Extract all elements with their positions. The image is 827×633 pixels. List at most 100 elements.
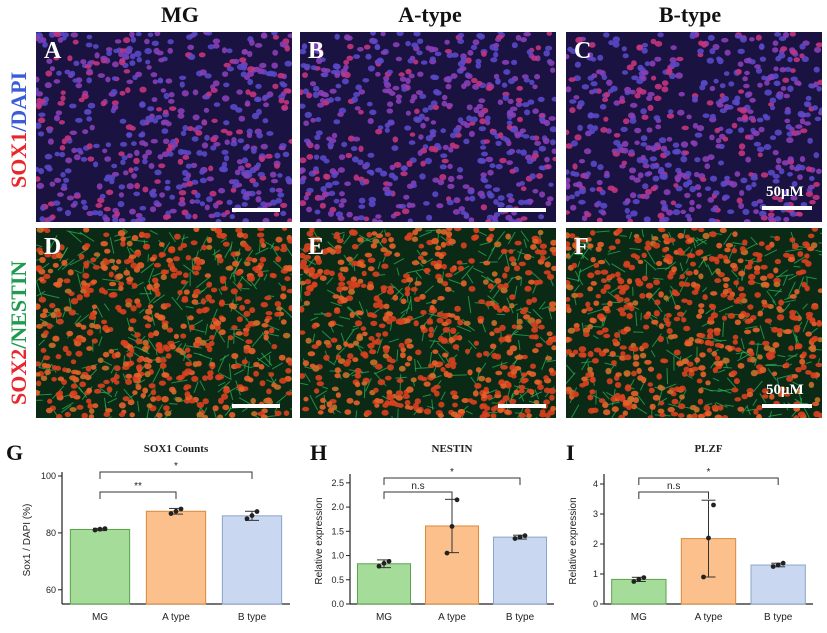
y-tick-label: 2.5 bbox=[331, 478, 344, 488]
data-point bbox=[711, 502, 716, 508]
data-point bbox=[522, 533, 528, 539]
y-tick-label: 0.5 bbox=[331, 575, 344, 585]
x-tick-label: A type bbox=[695, 612, 723, 623]
chart-title: NESTIN bbox=[432, 443, 473, 455]
data-point bbox=[701, 574, 706, 580]
bar bbox=[221, 515, 283, 605]
bar bbox=[750, 564, 806, 605]
micrograph-image-c bbox=[566, 32, 822, 222]
x-tick-label: MG bbox=[631, 612, 647, 623]
y-tick-label: 80 bbox=[46, 528, 56, 538]
data-point bbox=[775, 562, 781, 568]
data-point bbox=[770, 564, 776, 569]
significance-bracket bbox=[638, 491, 709, 499]
micrograph-panel-e: E bbox=[300, 228, 556, 418]
micrograph-image-d bbox=[36, 228, 292, 418]
data-point bbox=[517, 534, 523, 540]
panel-label-b: B bbox=[308, 38, 325, 64]
data-point bbox=[631, 579, 637, 584]
row-label-sep: / bbox=[6, 342, 31, 349]
panel-label-f: F bbox=[574, 234, 589, 260]
panel-label-d: D bbox=[44, 234, 62, 260]
data-point bbox=[381, 560, 387, 566]
chart-nestin: NESTIN Relative expression 0.0 0.5 1.0 1.5 2.0… bbox=[314, 443, 554, 623]
row-label-sep: / bbox=[6, 125, 31, 132]
data-point bbox=[454, 497, 460, 503]
data-point bbox=[168, 511, 174, 516]
data-point bbox=[244, 516, 250, 522]
micrograph-image-a bbox=[36, 32, 292, 222]
y-axis-label: Relative expression bbox=[568, 497, 579, 584]
bar bbox=[492, 536, 548, 605]
y-tick-label: 60 bbox=[46, 585, 56, 595]
significance-label: * bbox=[707, 467, 711, 478]
x-tick-label: B type bbox=[506, 612, 535, 623]
micrograph-image-b bbox=[300, 32, 556, 222]
data-point bbox=[254, 509, 260, 514]
significance-bracket bbox=[383, 477, 521, 485]
column-title-mg: MG bbox=[161, 2, 199, 27]
graph-label-h: H bbox=[310, 440, 328, 465]
y-tick-label: 1.5 bbox=[331, 526, 344, 536]
y-tick-label: 3 bbox=[593, 509, 598, 519]
x-tick-label: A type bbox=[162, 612, 190, 623]
chart-title: PLZF bbox=[694, 443, 722, 455]
scale-bar-b bbox=[498, 208, 546, 212]
y-tick-label: 0.0 bbox=[331, 599, 344, 609]
data-point bbox=[641, 575, 647, 580]
significance-bracket bbox=[383, 491, 453, 499]
data-point bbox=[512, 536, 518, 541]
data-point bbox=[97, 526, 103, 532]
data-point bbox=[173, 508, 179, 514]
y-tick-label: 4 bbox=[593, 479, 598, 489]
chart-sox1-counts: SOX1 Counts Sox1 / DAPI (%) 60 80 100 MG A typ… bbox=[22, 443, 290, 623]
x-tick-label: A type bbox=[438, 612, 466, 623]
significance-label: n.s bbox=[411, 481, 424, 492]
y-tick-label: 100 bbox=[41, 471, 56, 481]
data-point bbox=[444, 550, 450, 556]
scale-bar-c bbox=[762, 206, 812, 210]
bar bbox=[611, 578, 667, 605]
data-point bbox=[706, 535, 711, 541]
row-label-nestin: NESTIN bbox=[6, 260, 31, 343]
scale-bar-a bbox=[232, 208, 280, 212]
micrograph-panel-d: D bbox=[36, 228, 292, 418]
y-axis-label: Sox1 / DAPI (%) bbox=[22, 504, 33, 577]
row-label-dapi: DAPI bbox=[6, 71, 31, 126]
y-tick-label: 2.0 bbox=[331, 502, 344, 512]
row-label-sox2: SOX2 bbox=[6, 348, 31, 405]
y-axis-label: Relative expression bbox=[314, 497, 325, 584]
graph-label-i: I bbox=[566, 440, 575, 465]
row-label-sox1: SOX1 bbox=[6, 131, 31, 188]
data-point bbox=[249, 513, 255, 518]
micrograph-panel-b: B bbox=[300, 32, 556, 222]
significance-label: * bbox=[450, 467, 454, 478]
data-point bbox=[376, 563, 382, 569]
micrograph-panel-c: C 50μM bbox=[566, 32, 822, 222]
scale-bar-label-f: 50μM bbox=[766, 382, 804, 398]
chart-title: SOX1 Counts bbox=[144, 443, 209, 455]
data-point bbox=[386, 558, 392, 564]
column-title-b-type: B-type bbox=[658, 2, 722, 27]
scale-bar-f bbox=[762, 404, 812, 408]
y-tick-label: 0 bbox=[593, 599, 598, 609]
x-tick-label: MG bbox=[92, 612, 108, 623]
x-tick-label: B type bbox=[764, 612, 793, 623]
scale-bar-label-c: 50μM bbox=[766, 184, 804, 200]
data-point bbox=[92, 527, 98, 533]
micrograph-panel-a: A bbox=[36, 32, 292, 222]
significance-label: n.s bbox=[667, 481, 680, 492]
data-point bbox=[636, 577, 642, 582]
panel-label-c: C bbox=[574, 38, 592, 64]
row-label-sox2-nestin: SOX2/NESTIN bbox=[6, 261, 32, 405]
micrograph-panel-f: F 50μM bbox=[566, 228, 822, 418]
significance-bracket bbox=[99, 471, 253, 479]
chart-plzf: PLZF Relative expression 0 1 2 3 4 MG A type B ty… bbox=[568, 443, 813, 623]
bar bbox=[145, 510, 207, 605]
y-tick-label: 1.0 bbox=[331, 551, 344, 561]
panel-label-e: E bbox=[308, 234, 325, 260]
column-title-a-type: A-type bbox=[398, 2, 462, 27]
data-point bbox=[178, 506, 184, 512]
micrograph-image-f bbox=[566, 228, 822, 418]
micrograph-image-e bbox=[300, 228, 556, 418]
